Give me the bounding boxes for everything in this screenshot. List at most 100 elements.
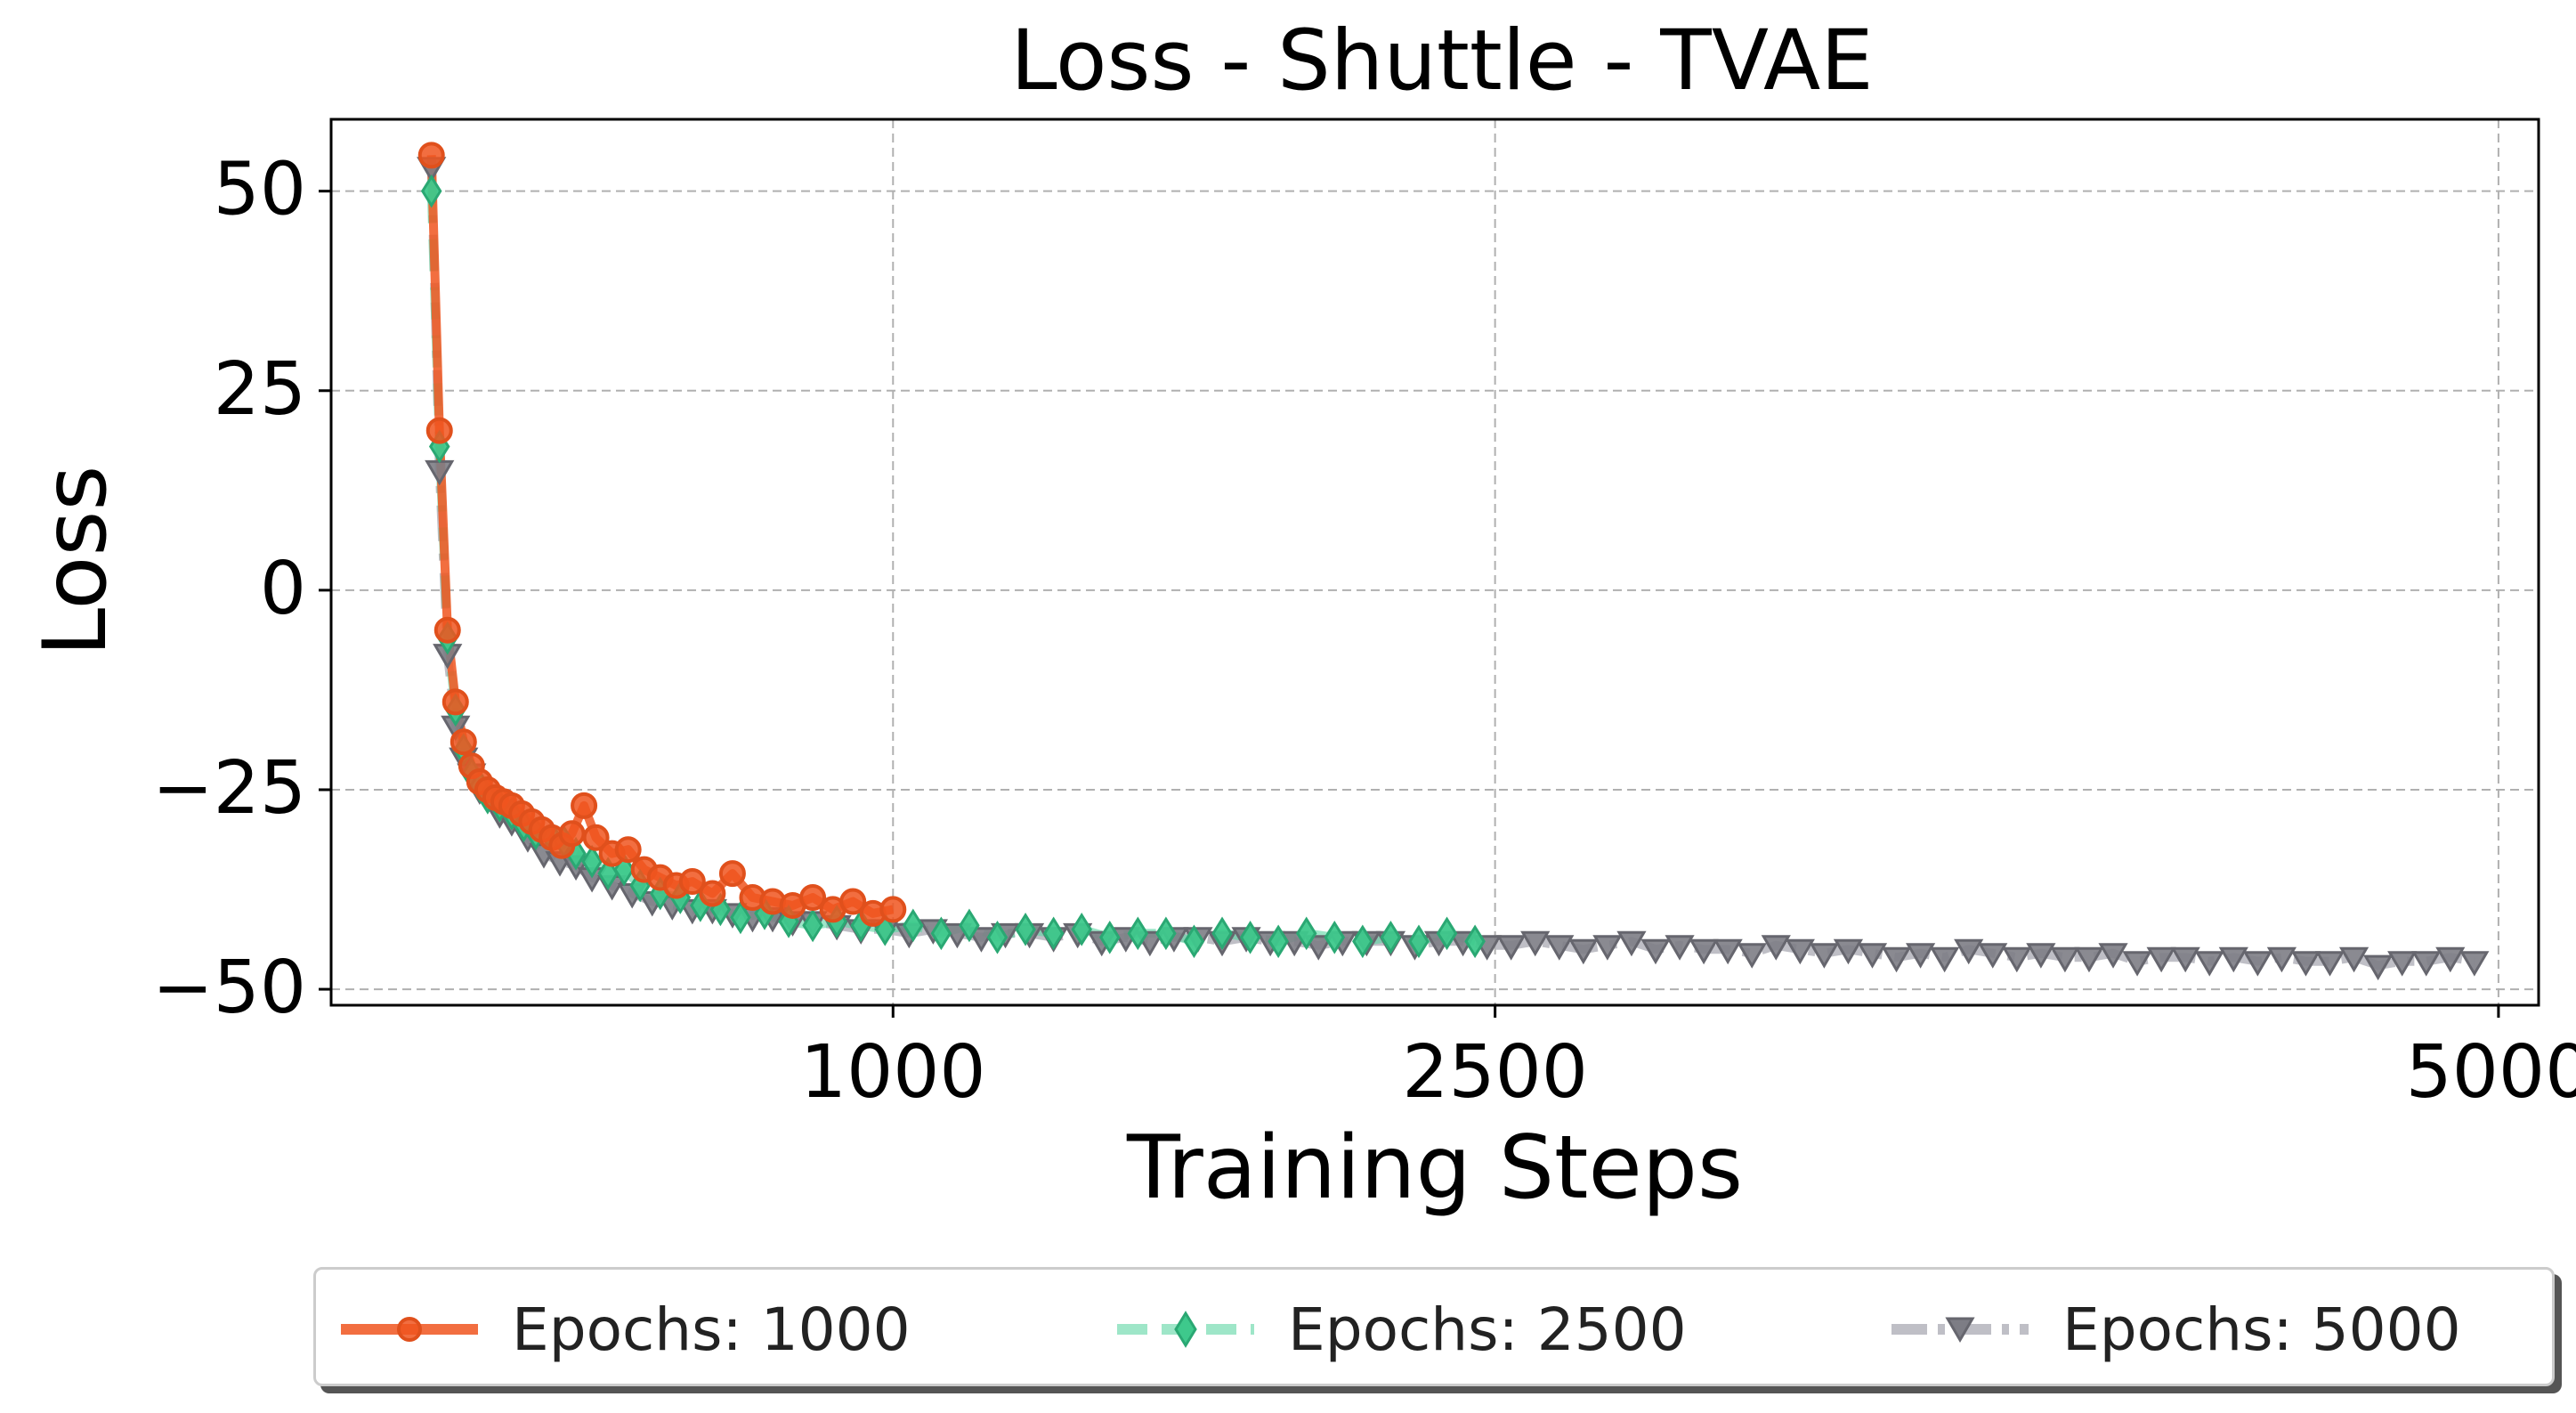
data-point	[699, 880, 726, 907]
data-point	[839, 888, 867, 915]
data-point	[1464, 924, 1486, 959]
series-epochs-5000	[426, 166, 2475, 970]
data-point	[1881, 946, 1912, 973]
data-point	[2122, 951, 2152, 977]
data-point	[1268, 924, 1289, 959]
plot-area-frame	[329, 118, 2540, 1007]
data-point	[1155, 916, 1177, 951]
x-axis-label: Training Steps	[1126, 1117, 1743, 1219]
legend: Epochs: 1000 Epochs: 2500 Epochs: 5000	[313, 1267, 2555, 1386]
y-axis-label: Loss	[25, 466, 126, 657]
data-point	[450, 728, 477, 756]
y-tick-label: 25	[214, 347, 306, 432]
data-point	[1303, 935, 1333, 961]
data-point	[1211, 916, 1233, 951]
data-point	[1761, 935, 1791, 961]
series-markers	[417, 142, 907, 927]
data-point	[799, 883, 827, 911]
data-point	[2050, 946, 2080, 973]
data-point	[2218, 946, 2248, 973]
data-point	[425, 459, 455, 486]
data-point	[1127, 916, 1149, 951]
data-point	[2266, 946, 2297, 973]
y-tick-label: −50	[152, 946, 306, 1030]
y-tick-label: 0	[260, 547, 306, 631]
data-point	[558, 820, 586, 848]
data-point	[1665, 935, 1695, 961]
data-point	[1592, 935, 1623, 961]
data-point	[1436, 916, 1458, 951]
data-point	[2170, 946, 2200, 973]
legend-item-epochs-1000: Epochs: 1000	[334, 1270, 911, 1389]
data-point	[2314, 951, 2345, 977]
legend-label-epochs-5000: Epochs: 5000	[2062, 1295, 2461, 1364]
data-point	[581, 844, 603, 879]
x-tick-label: 1000	[800, 1030, 986, 1115]
data-point	[959, 908, 980, 943]
data-point	[2242, 951, 2272, 977]
data-point	[1183, 924, 1205, 959]
data-point	[441, 688, 469, 716]
legend-item-epochs-2500: Epochs: 2500	[1110, 1270, 1687, 1389]
data-point	[417, 142, 445, 169]
data-point	[1544, 935, 1575, 961]
legend-label-epochs-2500: Epochs: 2500	[1288, 1295, 1687, 1364]
legend-label-epochs-1000: Epochs: 1000	[512, 1295, 911, 1364]
data-point	[930, 916, 952, 951]
data-point	[1930, 946, 1960, 973]
data-point	[1520, 930, 1551, 957]
data-point	[1689, 938, 1719, 965]
data-point	[2338, 946, 2369, 973]
data-point	[1295, 916, 1317, 951]
data-point	[1324, 920, 1346, 954]
data-point	[1496, 935, 1527, 961]
legend-swatch-epochs-2500	[1117, 1311, 1254, 1348]
series-markers	[417, 157, 2490, 981]
data-point	[2026, 943, 2056, 969]
data-point	[1640, 938, 1671, 965]
data-point	[802, 908, 823, 943]
data-point	[1239, 920, 1261, 954]
data-point	[730, 900, 751, 935]
series-line	[426, 166, 2475, 970]
data-point	[582, 824, 610, 851]
axes-layer: 50 25 0 −25 −50 1000 2500 5000	[152, 148, 2576, 1115]
data-point	[1713, 938, 1743, 965]
data-point	[1833, 938, 1864, 965]
x-tick-label: 2500	[1402, 1030, 1588, 1115]
data-point	[1737, 943, 1767, 969]
legend-swatch-epochs-1000	[341, 1317, 478, 1342]
data-point	[2098, 943, 2128, 969]
data-point	[903, 908, 924, 943]
data-point	[2459, 951, 2490, 977]
data-point	[1568, 938, 1599, 965]
data-point	[2411, 951, 2442, 977]
grid-lines	[331, 119, 2539, 1005]
data-point	[420, 174, 442, 208]
data-point	[425, 417, 453, 444]
data-point	[1098, 920, 1121, 954]
data-point	[571, 792, 598, 819]
data-point	[2387, 951, 2418, 977]
data-point	[2002, 946, 2032, 973]
x-tick-label: 5000	[2406, 1030, 2576, 1115]
data-point	[1857, 943, 1888, 969]
data-point	[1809, 943, 1839, 969]
data-point	[1015, 913, 1036, 946]
data-point	[2363, 954, 2394, 981]
data-point	[2194, 951, 2224, 977]
legend-swatch-epochs-5000	[1891, 1317, 2029, 1343]
data-point	[2074, 946, 2104, 973]
data-point	[2435, 946, 2466, 973]
data-point	[2290, 951, 2321, 977]
data-point	[1954, 938, 1984, 965]
data-point	[433, 616, 461, 644]
data-point	[1380, 920, 1402, 954]
data-point	[1978, 943, 2008, 969]
data-point	[1616, 930, 1647, 957]
y-tick-label: 50	[214, 148, 306, 232]
data-point	[2146, 946, 2176, 973]
data-point	[966, 927, 997, 953]
data-point	[1042, 916, 1065, 951]
